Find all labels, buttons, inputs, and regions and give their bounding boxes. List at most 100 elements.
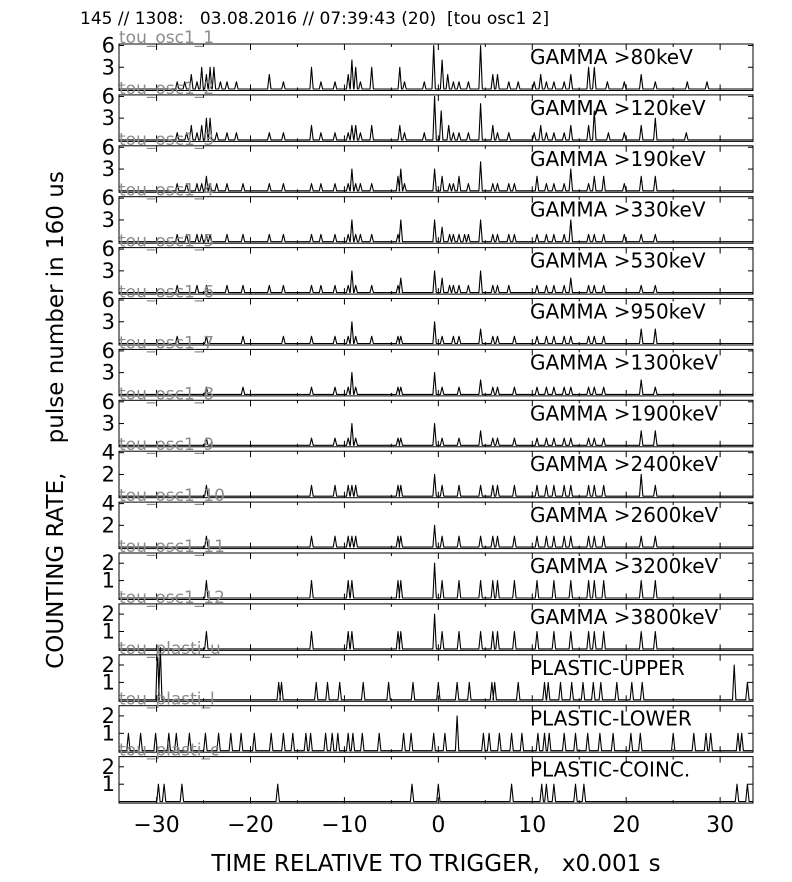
panel-label: PLASTIC-COINC. [530, 758, 690, 782]
series-line [119, 715, 753, 752]
channel-name: tou_osc1_11 [119, 537, 225, 557]
y-tick-label: 2 [102, 755, 115, 779]
series-line [119, 219, 753, 243]
y-tick-label: 3 [102, 55, 115, 79]
y-tick-label: 1 [102, 670, 115, 694]
panel-label: GAMMA >190keV [530, 147, 706, 171]
y-tick-label: 2 [102, 462, 115, 486]
y-tick-label: 1 [102, 721, 115, 745]
x-tick-label: −20 [227, 813, 273, 838]
channel-name: tou_osc1_2 [119, 79, 214, 99]
y-tick-label: 6 [102, 84, 115, 108]
panel-frame [118, 756, 754, 804]
y-tick-label: 2 [102, 513, 115, 537]
panel-tou_osc1_11: 12 GAMMA >3200keV tou_osc1_11 [102, 537, 754, 600]
x-tick-label: 30 [706, 813, 734, 838]
series-line [119, 562, 753, 599]
y-tick-label: 2 [102, 653, 115, 677]
chart-title: 145 // 1308: 03.08.2016 // 07:39:43 (20)… [80, 9, 550, 29]
panel-tou_osc1_1: 36 GAMMA >80keV tou_osc1_1 [102, 28, 754, 91]
y-tick-label: 3 [102, 310, 115, 334]
channel-name: tou_osc1_10 [119, 486, 225, 506]
series-line [119, 95, 753, 141]
panel-tou_osc1_10: 24 GAMMA >2600keV tou_osc1_10 [102, 486, 754, 550]
panel-label: PLASTIC-UPPER [530, 656, 685, 680]
panel-label: GAMMA >1900keV [530, 401, 719, 425]
channel-name: tou_osc1_8 [119, 384, 214, 404]
channel-name: tou_osc1_12 [119, 588, 225, 608]
x-tick-label: 10 [518, 813, 546, 838]
panel-frame [118, 603, 754, 651]
y-tick-label: 1 [102, 569, 115, 593]
panel-tou_osc1_2: 36 GAMMA >120keV tou_osc1_2 [102, 79, 754, 142]
y-tick-label: 1 [102, 772, 115, 796]
panel-tou_osc1_7: 36 GAMMA >1300keV tou_osc1_7 [102, 333, 754, 397]
series-line [119, 423, 753, 446]
y-tick-label: 3 [102, 259, 115, 283]
series-line [119, 161, 753, 192]
panel-label: GAMMA >120keV [530, 96, 706, 120]
panel-label: GAMMA >3200keV [530, 554, 719, 578]
panel-label: GAMMA >2400keV [530, 452, 719, 476]
panel-tou_osc1_12: 12 GAMMA >3800keV tou_osc1_12 [102, 588, 754, 651]
y-tick-label: 6 [102, 186, 115, 210]
channel-name: tou_plasti_l [119, 690, 215, 710]
y-axis-label: COUNTING RATE, pulse number in 160 us [43, 171, 69, 669]
y-tick-label: 3 [102, 106, 115, 130]
panel-tou_plasti_l: 12 PLASTIC-LOWER tou_plasti_l [102, 690, 754, 753]
panel-frame [118, 705, 754, 753]
series-line [119, 524, 753, 548]
y-tick-label: 6 [102, 135, 115, 159]
x-axis-label: TIME RELATIVE TO TRIGGER, x0.001 s [211, 851, 661, 877]
series-line [119, 783, 753, 803]
series-line [119, 473, 753, 497]
series-line [119, 321, 753, 345]
panel-label: GAMMA >80keV [530, 45, 693, 69]
y-tick-label: 6 [102, 34, 115, 58]
x-tick-label: 0 [431, 813, 445, 838]
y-tick-label: 6 [102, 339, 115, 363]
x-tick-label: −30 [133, 813, 179, 838]
y-tick-label: 1 [102, 620, 115, 644]
channel-name: tou_osc1_6 [119, 283, 214, 303]
panel-tou_osc1_4: 36 GAMMA >330keV tou_osc1_4 [102, 181, 754, 244]
panel-tou_osc1_8: 36 GAMMA >1900keV tou_osc1_8 [102, 384, 754, 448]
y-tick-label: 3 [102, 412, 115, 436]
panel-label: GAMMA >950keV [530, 300, 706, 324]
y-tick-label: 4 [102, 492, 115, 516]
y-tick-label: 3 [102, 361, 115, 385]
y-tick-label: 6 [102, 288, 115, 312]
panel-label: PLASTIC-LOWER [530, 707, 692, 731]
panel-label: GAMMA >330keV [530, 198, 706, 222]
series-line [119, 372, 753, 395]
series-line [119, 44, 753, 90]
series-line [119, 647, 753, 701]
channel-name: tou_osc1_1 [119, 28, 214, 48]
channel-name: tou_osc1_3 [119, 130, 214, 150]
panel-tou_plasti_u: 12 PLASTIC-UPPER tou_plasti_u [102, 639, 754, 702]
y-tick-label: 3 [102, 157, 115, 181]
y-tick-label: 2 [102, 551, 115, 575]
panel-tou_osc1_6: 36 GAMMA >950keV tou_osc1_6 [102, 283, 754, 346]
panel-frame [118, 552, 754, 600]
y-tick-label: 6 [102, 390, 115, 414]
panel-tou_osc1_3: 36 GAMMA >190keV tou_osc1_3 [102, 130, 754, 193]
y-tick-label: 2 [102, 602, 115, 626]
panel-tou_osc1_9: 24 GAMMA >2400keV tou_osc1_9 [102, 435, 754, 499]
y-tick-label: 3 [102, 208, 115, 232]
channel-name: tou_plasti_c [119, 741, 219, 761]
series-line [119, 613, 753, 650]
x-tick-label: −10 [321, 813, 367, 838]
channel-name: tou_osc1_7 [119, 333, 214, 353]
panel-label: GAMMA >3800keV [530, 605, 719, 629]
channel-name: tou_osc1_5 [119, 232, 214, 252]
panel-label: GAMMA >530keV [530, 249, 706, 273]
channel-name: tou_osc1_9 [119, 435, 214, 455]
series-line [119, 270, 753, 294]
channel-name: tou_plasti_u [119, 639, 221, 659]
panel-label: GAMMA >1300keV [530, 350, 719, 374]
channel-name: tou_osc1_4 [119, 181, 214, 201]
x-tick-label: 20 [612, 813, 640, 838]
panel-tou_plasti_c: 12 PLASTIC-COINC. tou_plasti_c [102, 741, 754, 804]
